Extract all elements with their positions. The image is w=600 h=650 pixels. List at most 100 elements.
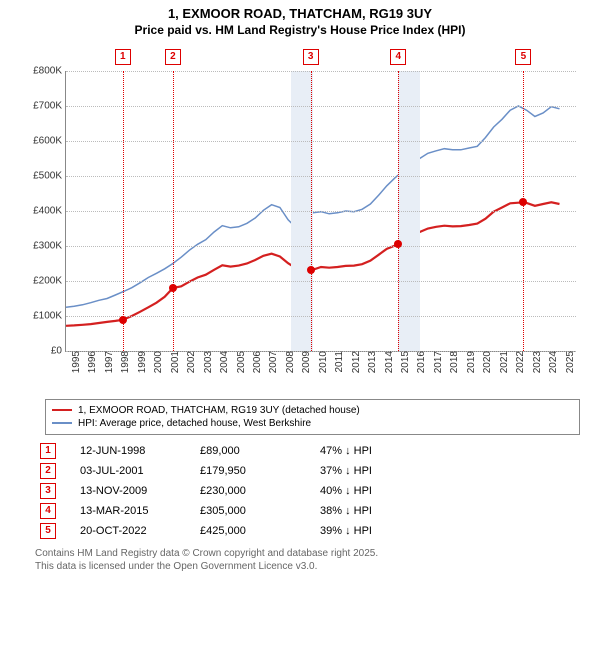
- marker-line: [311, 71, 312, 351]
- marker-dot: [519, 198, 527, 206]
- plot-area: £0£100K£200K£300K£400K£500K£600K£700K£80…: [65, 71, 576, 352]
- x-axis-label: 2021: [497, 351, 510, 373]
- event-badge: 5: [40, 523, 56, 539]
- table-row: 203-JUL-2001£179,95037% ↓ HPI: [40, 461, 382, 481]
- event-badge: 3: [40, 483, 56, 499]
- legend-item: 1, EXMOOR ROAD, THATCHAM, RG19 3UY (deta…: [52, 404, 573, 417]
- y-gridline: [66, 176, 576, 177]
- event-price: £179,950: [200, 461, 320, 481]
- x-axis-label: 1998: [118, 351, 131, 373]
- event-date: 20-OCT-2022: [80, 521, 200, 541]
- marker-badge: 4: [390, 49, 406, 65]
- event-badge: 4: [40, 503, 56, 519]
- y-axis-label: £800K: [33, 65, 66, 76]
- legend-label: HPI: Average price, detached house, West…: [78, 418, 311, 429]
- x-axis-label: 1996: [85, 351, 98, 373]
- event-delta: 38% ↓ HPI: [320, 501, 382, 521]
- property-line: [66, 202, 560, 325]
- x-axis-label: 2013: [365, 351, 378, 373]
- x-axis-label: 1999: [135, 351, 148, 373]
- y-axis-label: £600K: [33, 135, 66, 146]
- y-axis-label: £400K: [33, 205, 66, 216]
- event-badge: 1: [40, 443, 56, 459]
- y-gridline: [66, 316, 576, 317]
- x-axis-label: 2000: [151, 351, 164, 373]
- x-axis-label: 2017: [431, 351, 444, 373]
- marker-dot: [169, 284, 177, 292]
- y-gridline: [66, 106, 576, 107]
- x-axis-label: 1995: [69, 351, 82, 373]
- x-axis-label: 2003: [201, 351, 214, 373]
- x-axis-label: 2023: [530, 351, 543, 373]
- y-gridline: [66, 71, 576, 72]
- y-axis-label: £300K: [33, 240, 66, 251]
- event-date: 03-JUL-2001: [80, 461, 200, 481]
- events-table: 1 12-JUN-1998£89,00047% ↓ HPI203-JUL-2001…: [40, 441, 580, 541]
- chart-title-line2: Price paid vs. HM Land Registry's House …: [0, 23, 600, 41]
- legend-label: 1, EXMOOR ROAD, THATCHAM, RG19 3UY (deta…: [78, 405, 360, 416]
- y-gridline: [66, 281, 576, 282]
- x-axis-label: 2025: [563, 351, 576, 373]
- marker-line: [523, 71, 524, 351]
- x-axis-label: 2008: [283, 351, 296, 373]
- fineprint-line2: This data is licensed under the Open Gov…: [35, 560, 580, 573]
- y-axis-label: £0: [51, 345, 66, 356]
- event-delta: 39% ↓ HPI: [320, 521, 382, 541]
- x-axis-label: 2006: [250, 351, 263, 373]
- x-axis-label: 2022: [513, 351, 526, 373]
- x-axis-label: 2014: [382, 351, 395, 373]
- x-axis-label: 2002: [184, 351, 197, 373]
- y-axis-label: £200K: [33, 275, 66, 286]
- hpi-line: [66, 106, 560, 307]
- legend-swatch: [52, 422, 72, 424]
- fineprint-line1: Contains HM Land Registry data © Crown c…: [35, 547, 580, 560]
- y-axis-label: £500K: [33, 170, 66, 181]
- x-axis-label: 2011: [332, 351, 345, 373]
- event-price: £425,000: [200, 521, 320, 541]
- y-axis-label: £100K: [33, 310, 66, 321]
- x-axis-label: 2018: [447, 351, 460, 373]
- marker-badge: 3: [303, 49, 319, 65]
- x-axis-label: 2016: [414, 351, 427, 373]
- x-axis-label: 2015: [398, 351, 411, 373]
- x-axis-label: 2004: [217, 351, 230, 373]
- marker-badge: 2: [165, 49, 181, 65]
- x-axis-label: 2012: [349, 351, 362, 373]
- marker-dot: [119, 316, 127, 324]
- fineprint: Contains HM Land Registry data © Crown c…: [35, 547, 580, 573]
- y-gridline: [66, 211, 576, 212]
- x-axis-label: 2019: [464, 351, 477, 373]
- marker-line: [173, 71, 174, 351]
- event-price: £89,000: [200, 441, 320, 461]
- x-axis-label: 2024: [546, 351, 559, 373]
- x-axis-label: 2020: [480, 351, 493, 373]
- chart: £0 £100K £200K £300K £400K £500K £600K £700K £80…: [20, 41, 580, 391]
- event-date: 12-JUN-1998: [80, 441, 200, 461]
- event-delta: 40% ↓ HPI: [320, 481, 382, 501]
- marker-badge: 5: [515, 49, 531, 65]
- y-axis-label: £700K: [33, 100, 66, 111]
- marker-dot: [307, 266, 315, 274]
- event-delta: 37% ↓ HPI: [320, 461, 382, 481]
- x-axis-label: 2007: [266, 351, 279, 373]
- y-gridline: [66, 246, 576, 247]
- y-gridline: [66, 141, 576, 142]
- marker-badge: 1: [115, 49, 131, 65]
- event-delta: 47% ↓ HPI: [320, 441, 382, 461]
- chart-title-line1: 1, EXMOOR ROAD, THATCHAM, RG19 3UY: [0, 0, 600, 23]
- marker-line: [398, 71, 399, 351]
- legend-swatch: [52, 409, 72, 411]
- event-price: £305,000: [200, 501, 320, 521]
- event-price: £230,000: [200, 481, 320, 501]
- x-axis-label: 1997: [102, 351, 115, 373]
- x-axis-label: 2005: [234, 351, 247, 373]
- marker-line: [123, 71, 124, 351]
- table-row: 413-MAR-2015£305,00038% ↓ HPI: [40, 501, 382, 521]
- x-axis-label: 2009: [299, 351, 312, 373]
- table-row: 1 12-JUN-1998£89,00047% ↓ HPI: [40, 441, 382, 461]
- event-date: 13-NOV-2009: [80, 481, 200, 501]
- table-row: 3 13-NOV-2009£230,00040% ↓ HPI: [40, 481, 382, 501]
- marker-dot: [394, 240, 402, 248]
- legend-item: HPI: Average price, detached house, West…: [52, 417, 573, 430]
- x-axis-label: 2001: [168, 351, 181, 373]
